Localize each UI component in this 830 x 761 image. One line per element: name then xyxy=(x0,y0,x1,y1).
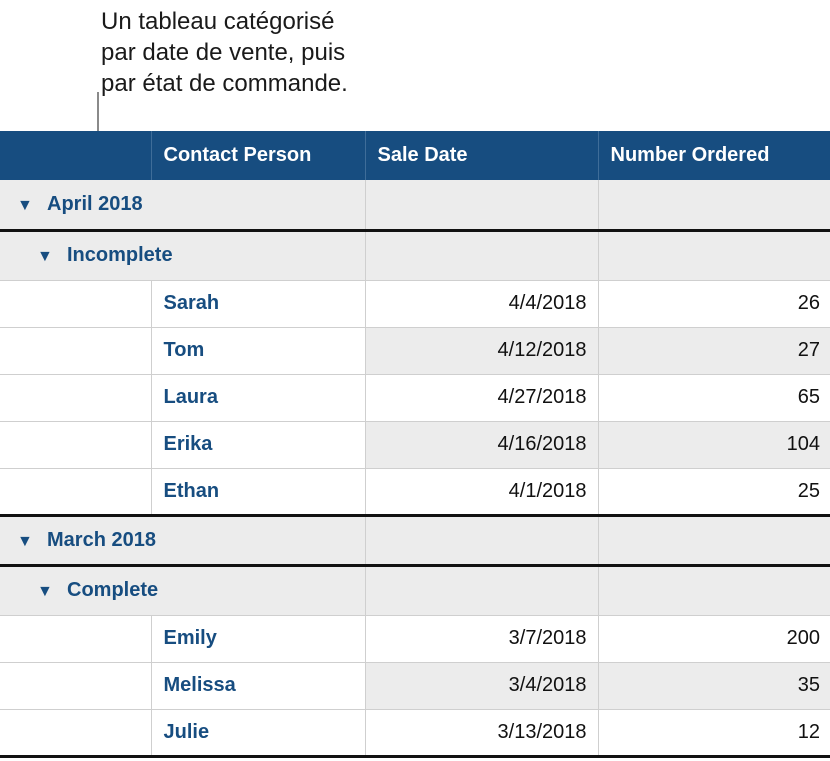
categorized-table: Contact Person Sale Date Number Ordered … xyxy=(0,131,830,758)
disclosure-triangle-down-icon[interactable]: ▼ xyxy=(17,196,33,214)
category-row-level2[interactable]: ▼ Complete xyxy=(0,563,830,616)
subcategory-title: Incomplete xyxy=(67,244,173,266)
table-row[interactable]: Sarah 4/4/2018 26 xyxy=(0,280,830,328)
sale-date-cell[interactable]: 3/4/2018 xyxy=(364,662,598,710)
category-cell xyxy=(597,228,830,281)
category-cell xyxy=(597,563,830,616)
disclosure-triangle-down-icon[interactable]: ▼ xyxy=(17,532,33,550)
header-cell-number-ordered[interactable]: Number Ordered xyxy=(597,131,830,180)
table-row[interactable]: Laura 4/27/2018 65 xyxy=(0,374,830,422)
indent-cell[interactable] xyxy=(0,615,151,663)
table-row[interactable]: Emily 3/7/2018 200 xyxy=(0,615,830,663)
contact-person-cell[interactable]: Laura xyxy=(150,374,365,422)
category-cell xyxy=(364,180,598,231)
subcategory-title-cell[interactable]: ▼ Incomplete xyxy=(0,228,365,281)
table-row[interactable]: Erika 4/16/2018 104 xyxy=(0,421,830,469)
category-cell xyxy=(364,563,598,616)
contact-person-cell[interactable]: Sarah xyxy=(150,280,365,328)
sale-date-cell[interactable]: 4/4/2018 xyxy=(364,280,598,328)
caption-line: par date de vente, puis xyxy=(101,39,346,66)
indent-cell[interactable] xyxy=(0,374,151,422)
number-ordered-cell[interactable]: 12 xyxy=(597,709,830,758)
disclosure-triangle-down-icon[interactable]: ▼ xyxy=(37,248,53,265)
category-row-level1[interactable]: ▼ March 2018 xyxy=(0,515,830,566)
table-row[interactable]: Tom 4/12/2018 27 xyxy=(0,327,830,375)
category-title-cell[interactable]: ▼ April 2018 xyxy=(0,180,365,231)
number-ordered-cell[interactable]: 35 xyxy=(597,662,830,710)
sale-date-cell[interactable]: 3/13/2018 xyxy=(364,709,598,758)
header-cell-contact-person[interactable]: Contact Person xyxy=(150,131,365,180)
category-title: April 2018 xyxy=(47,192,143,215)
callout-caption: Un tableau catégorisé par date de vente,… xyxy=(101,6,348,99)
contact-person-cell[interactable]: Tom xyxy=(150,327,365,375)
indent-cell[interactable] xyxy=(0,327,151,375)
number-ordered-cell[interactable]: 104 xyxy=(597,421,830,469)
sale-date-cell[interactable]: 4/27/2018 xyxy=(364,374,598,422)
caption-line: par état de commande. xyxy=(101,70,348,97)
number-ordered-cell[interactable]: 200 xyxy=(597,615,830,663)
category-title: March 2018 xyxy=(47,528,156,551)
table-row[interactable]: Melissa 3/4/2018 35 xyxy=(0,662,830,710)
category-cell xyxy=(364,515,598,566)
sale-date-cell[interactable]: 4/12/2018 xyxy=(364,327,598,375)
category-title-cell[interactable]: ▼ March 2018 xyxy=(0,515,365,566)
indent-cell[interactable] xyxy=(0,468,151,517)
number-ordered-cell[interactable]: 25 xyxy=(597,468,830,517)
number-ordered-cell[interactable]: 65 xyxy=(597,374,830,422)
disclosure-triangle-down-icon[interactable]: ▼ xyxy=(37,583,53,600)
contact-person-cell[interactable]: Julie xyxy=(150,709,365,758)
indent-cell[interactable] xyxy=(0,662,151,710)
subcategory-title: Complete xyxy=(67,579,159,601)
sale-date-cell[interactable]: 3/7/2018 xyxy=(364,615,598,663)
indent-cell[interactable] xyxy=(0,709,151,758)
contact-person-cell[interactable]: Ethan xyxy=(150,468,365,517)
category-row-level1[interactable]: ▼ April 2018 xyxy=(0,180,830,231)
header-cell-category[interactable] xyxy=(0,131,151,180)
sale-date-cell[interactable]: 4/16/2018 xyxy=(364,421,598,469)
caption-line: Un tableau catégorisé xyxy=(101,8,335,35)
category-cell xyxy=(597,515,830,566)
contact-person-cell[interactable]: Emily xyxy=(150,615,365,663)
table-row[interactable]: Ethan 4/1/2018 25 xyxy=(0,468,830,517)
indent-cell[interactable] xyxy=(0,421,151,469)
contact-person-cell[interactable]: Melissa xyxy=(150,662,365,710)
sale-date-cell[interactable]: 4/1/2018 xyxy=(364,468,598,517)
table-row[interactable]: Julie 3/13/2018 12 xyxy=(0,709,830,758)
subcategory-title-cell[interactable]: ▼ Complete xyxy=(0,563,365,616)
indent-cell[interactable] xyxy=(0,280,151,328)
header-row: Contact Person Sale Date Number Ordered xyxy=(0,131,830,180)
contact-person-cell[interactable]: Erika xyxy=(150,421,365,469)
category-cell xyxy=(364,228,598,281)
category-row-level2[interactable]: ▼ Incomplete xyxy=(0,228,830,281)
number-ordered-cell[interactable]: 27 xyxy=(597,327,830,375)
category-cell xyxy=(597,180,830,231)
header-cell-sale-date[interactable]: Sale Date xyxy=(364,131,598,180)
number-ordered-cell[interactable]: 26 xyxy=(597,280,830,328)
